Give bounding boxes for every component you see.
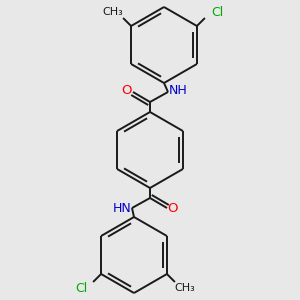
Text: Cl: Cl bbox=[211, 5, 223, 19]
Text: CH₃: CH₃ bbox=[103, 7, 124, 17]
Text: Cl: Cl bbox=[75, 281, 87, 295]
Text: NH: NH bbox=[169, 85, 188, 98]
Text: HN: HN bbox=[112, 202, 131, 215]
Text: O: O bbox=[122, 85, 132, 98]
Text: O: O bbox=[168, 202, 178, 215]
Text: CH₃: CH₃ bbox=[175, 283, 195, 293]
